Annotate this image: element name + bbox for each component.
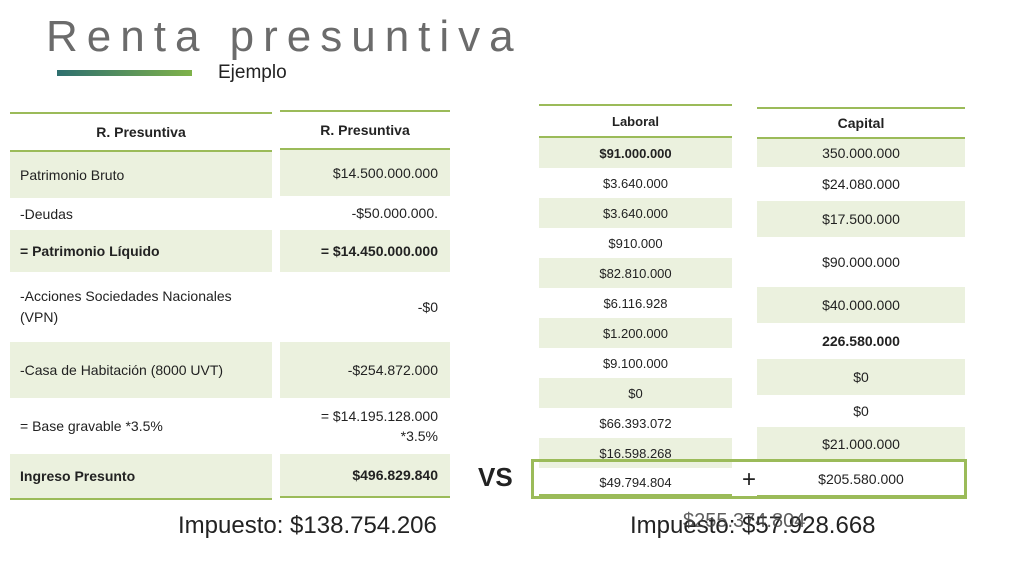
base-gravable-label: = Base gravable *3.5% [20,418,163,434]
presuntiva-values-table: R. Presuntiva $14.500.000.000 -$50.000.0… [280,110,450,498]
table-row: -$0 [417,299,438,315]
table-row: $17.500.000 [757,201,965,237]
table-row: = Patrimonio Líquido [10,230,272,272]
title-accent-bar [57,70,192,76]
table-bottom-line [280,496,450,498]
vs-label: VS [478,462,513,492]
table-header-line [10,150,272,152]
table-row: $0 [853,403,869,419]
table-row: $21.000.000 [757,427,965,461]
table-row: Patrimonio Bruto [10,152,272,198]
table-row: $82.810.000 [539,258,732,288]
laboral-table: Laboral $91.000.000 $3.640.000 $3.640.00… [539,104,732,496]
table-row: $91.000.000 [539,138,732,168]
table-row: 226.580.000 [822,333,900,349]
table-header-line [280,148,450,150]
table-row: -Acciones Sociedades Nacionales (VPN) [20,288,232,325]
tax-presuntiva: Impuesto: $138.754.206 [178,512,437,539]
table-row: 350.000.000 [757,139,965,167]
table-header: R. Presuntiva [96,124,186,140]
table-row: $9.100.000 [602,355,669,371]
table-row: $24.080.000 [822,176,900,192]
slide-subtitle: Ejemplo [218,62,287,83]
table-top-line [280,110,450,112]
table-row: $49.794.804 [599,474,672,490]
table-row: -$254.872.000 [280,342,450,398]
table-header-line [757,137,965,139]
table-header: R. Presuntiva [320,122,410,138]
table-row: Ingreso Presunto [10,454,272,498]
table-row: -Casa de Habitación (8000 UVT) [10,342,272,398]
table-row: $496.829.840 [280,454,450,496]
tax-sum-overlay: $255.374.804 [683,510,806,532]
table-row: $0 [757,359,965,395]
table-row: $66.393.072 [599,415,672,431]
slide-title: Renta presuntiva [46,12,523,61]
table-row: = $14.450.000.000 [280,230,450,272]
table-row: $14.500.000.000 [280,150,450,196]
table-bottom-line [10,498,272,500]
result-highlight-box [531,459,967,499]
table-header: Laboral [612,113,659,129]
table-top-line [539,104,732,106]
table-row: $90.000.000 [822,254,900,270]
tax-ordinaria: Impuesto: $57.928.668 [630,512,876,539]
table-row: $0 [539,378,732,408]
table-row: $205.580.000 [818,471,904,487]
table-row: = $14.195.128.000 *3.5% [320,408,438,444]
table-row: -$50.000.000. [351,205,438,221]
table-top-line [10,112,272,114]
table-header-line [539,136,732,138]
table-row: $6.116.928 [603,295,668,311]
table-top-line [757,107,965,109]
table-bottom-line [539,494,732,496]
table-row: $910.000 [608,235,663,251]
capital-table: Capital 350.000.000 $24.080.000 $17.500.… [757,107,965,497]
presuntiva-labels-table: R. Presuntiva Patrimonio Bruto -Deudas =… [10,112,272,500]
table-row: $16.598.268 [539,438,732,468]
table-row: $1.200.000 [539,318,732,348]
table-row: $40.000.000 [757,287,965,323]
plus-sign: + [742,466,757,493]
table-row: $3.640.000 [539,198,732,228]
table-header: Capital [837,115,885,131]
table-row: -Deudas [20,206,73,222]
table-row: $3.640.000 [602,175,669,191]
table-row: = Base gravable *3.5% [10,398,272,454]
